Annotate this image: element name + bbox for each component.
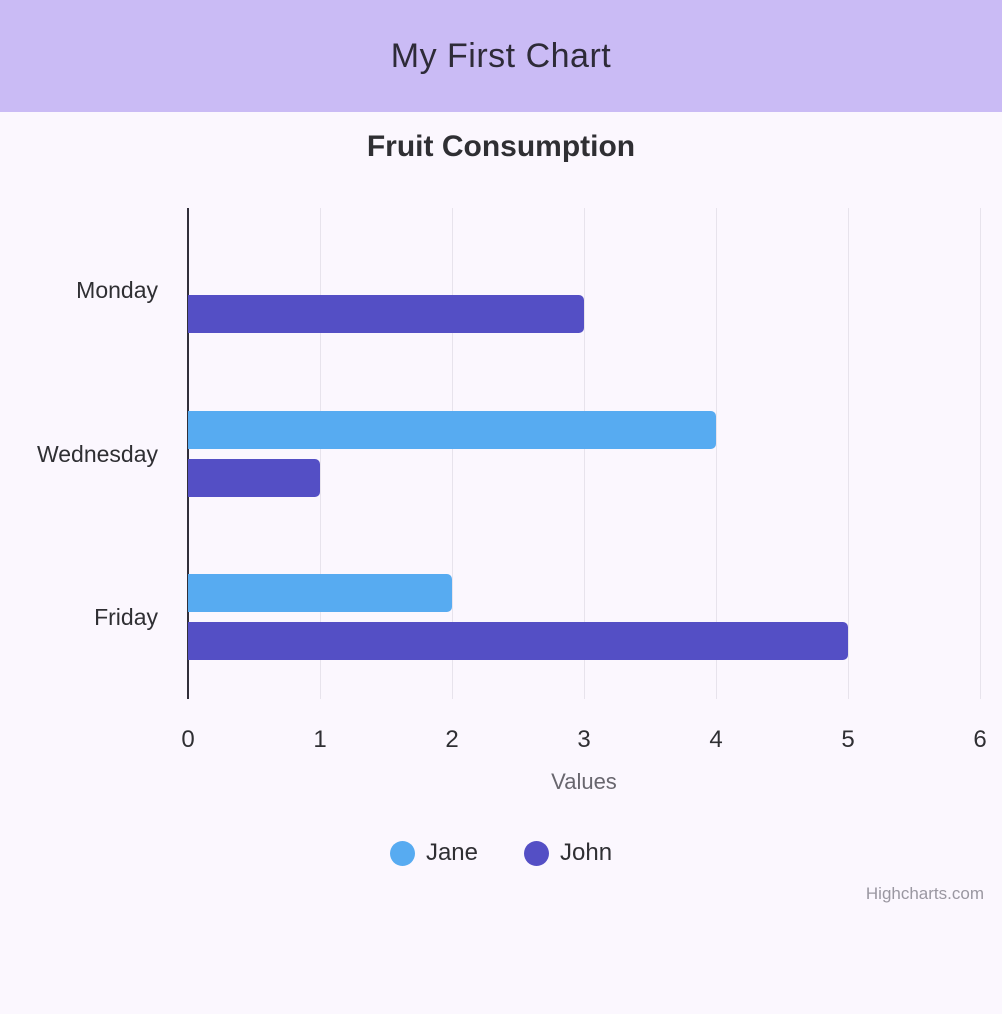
x-tick-label: 5 (841, 726, 855, 753)
y-category-label: Monday (76, 276, 158, 303)
y-category-label: Friday (94, 604, 158, 631)
x-tick-label: 0 (181, 726, 195, 753)
legend-marker-icon (524, 840, 549, 866)
bar-jane-wednesday[interactable] (188, 410, 716, 449)
page-title: My First Chart (390, 36, 612, 75)
legend-item-jane[interactable]: Jane (389, 839, 478, 867)
bar-john-friday[interactable] (188, 622, 848, 661)
credits-link[interactable]: Highcharts.com (865, 884, 984, 903)
x-gridline (716, 208, 717, 699)
x-tick-label: 4 (709, 726, 723, 753)
bar-jane-friday[interactable] (188, 574, 452, 613)
bar-john-wednesday[interactable] (188, 458, 320, 497)
x-tick-label: 1 (313, 726, 327, 753)
x-tick-label: 6 (973, 726, 987, 753)
x-tick-label: 3 (577, 726, 591, 753)
x-gridline (452, 208, 453, 699)
legend-marker-icon (389, 840, 415, 866)
chart-title: Fruit Consumption (366, 130, 636, 163)
page-header: My First Chart (0, 0, 1002, 112)
x-gridline (848, 208, 849, 699)
bar-john-monday[interactable] (188, 294, 584, 333)
legend-item-john[interactable]: John (524, 839, 612, 867)
y-axis-line (187, 208, 189, 699)
x-gridline (980, 208, 981, 699)
legend: Jane John (0, 836, 1002, 870)
x-axis-title: Values (551, 769, 617, 794)
x-tick-label: 2 (445, 726, 459, 753)
legend-label: John (560, 839, 613, 866)
x-gridline (584, 208, 585, 699)
y-category-label: Wednesday (36, 440, 158, 467)
legend-label: Jane (425, 839, 478, 866)
x-gridline (320, 208, 321, 699)
